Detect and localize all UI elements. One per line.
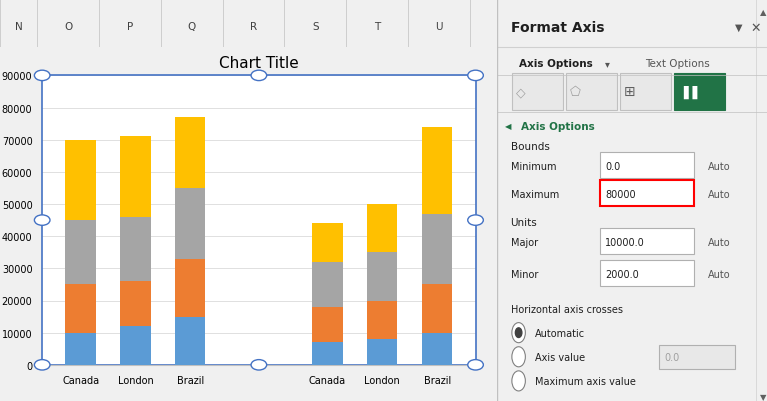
Bar [175,259,206,317]
Text: Horizontal axis crosses: Horizontal axis crosses [511,304,623,314]
Text: ◇: ◇ [516,86,525,99]
Text: N: N [15,22,22,31]
Bar [367,301,397,339]
Bar [65,285,96,333]
Text: Auto: Auto [708,238,730,247]
Bar [422,285,453,333]
FancyBboxPatch shape [600,261,694,287]
FancyBboxPatch shape [566,74,617,110]
Title: Chart Title: Chart Title [219,56,298,71]
FancyBboxPatch shape [674,74,725,110]
Text: 80000: 80000 [605,190,636,199]
Circle shape [512,347,525,367]
Bar [312,342,343,365]
Bar [175,188,206,259]
Circle shape [512,323,525,343]
Bar [367,339,397,365]
Text: ▐▐: ▐▐ [678,86,697,99]
Text: Axis value: Axis value [535,352,585,362]
Bar [312,307,343,342]
Bar [422,333,453,365]
Text: ◀: ◀ [505,122,512,131]
FancyBboxPatch shape [600,152,694,178]
Bar [120,217,150,282]
Text: Format Axis: Format Axis [511,21,604,35]
FancyBboxPatch shape [600,229,694,255]
Circle shape [35,215,50,226]
Text: Automatic: Automatic [535,328,585,338]
Text: S: S [312,22,319,31]
Bar [367,253,397,301]
Bar [120,137,150,217]
Text: ▼: ▼ [735,23,742,33]
FancyBboxPatch shape [659,345,735,369]
Text: Axis Options: Axis Options [522,122,595,131]
Bar [65,333,96,365]
Bar [312,262,343,307]
Circle shape [468,71,483,81]
Text: Bounds: Bounds [511,142,549,151]
Bar [312,224,343,262]
Circle shape [512,371,525,391]
Text: U: U [436,22,443,31]
Text: Text Options: Text Options [646,59,710,69]
Text: O: O [64,22,72,31]
Text: 0.0: 0.0 [605,162,621,171]
FancyBboxPatch shape [600,180,694,207]
FancyBboxPatch shape [620,74,671,110]
Text: 0.0: 0.0 [664,352,680,362]
Bar [367,205,397,253]
Circle shape [468,215,483,226]
Text: Units: Units [511,218,537,227]
FancyBboxPatch shape [512,74,563,110]
Bar [175,317,206,365]
Text: Auto: Auto [708,190,730,199]
Text: R: R [250,22,257,31]
Bar [422,128,453,214]
FancyBboxPatch shape [497,0,767,48]
Circle shape [468,360,483,370]
Circle shape [251,71,267,81]
Text: ⊞: ⊞ [624,85,636,99]
Bar [422,214,453,285]
Bar [175,118,206,188]
Text: 10000.0: 10000.0 [605,238,645,247]
Bar [65,221,96,285]
Text: P: P [127,22,133,31]
Circle shape [35,360,50,370]
Text: Minimum: Minimum [511,162,556,171]
Text: Axis Options: Axis Options [518,59,592,69]
Text: 2000.0: 2000.0 [605,270,639,279]
Text: T: T [374,22,380,31]
Bar [120,326,150,365]
Bar [42,76,476,365]
Text: ⬠: ⬠ [570,86,581,99]
Text: ✕: ✕ [751,22,762,34]
Text: Q: Q [188,22,196,31]
Bar [65,140,96,221]
Text: Auto: Auto [708,162,730,171]
Text: Minor: Minor [511,270,538,279]
Text: ▼: ▼ [760,393,767,401]
Text: Major: Major [511,238,538,247]
Text: ▲: ▲ [760,8,767,16]
Text: Auto: Auto [708,270,730,279]
Circle shape [35,71,50,81]
FancyBboxPatch shape [756,0,767,401]
Circle shape [515,328,522,338]
Bar [120,282,150,326]
Text: Maximum: Maximum [511,190,559,199]
Text: ▾: ▾ [605,59,610,69]
Circle shape [251,360,267,370]
Text: Maximum axis value: Maximum axis value [535,376,636,386]
